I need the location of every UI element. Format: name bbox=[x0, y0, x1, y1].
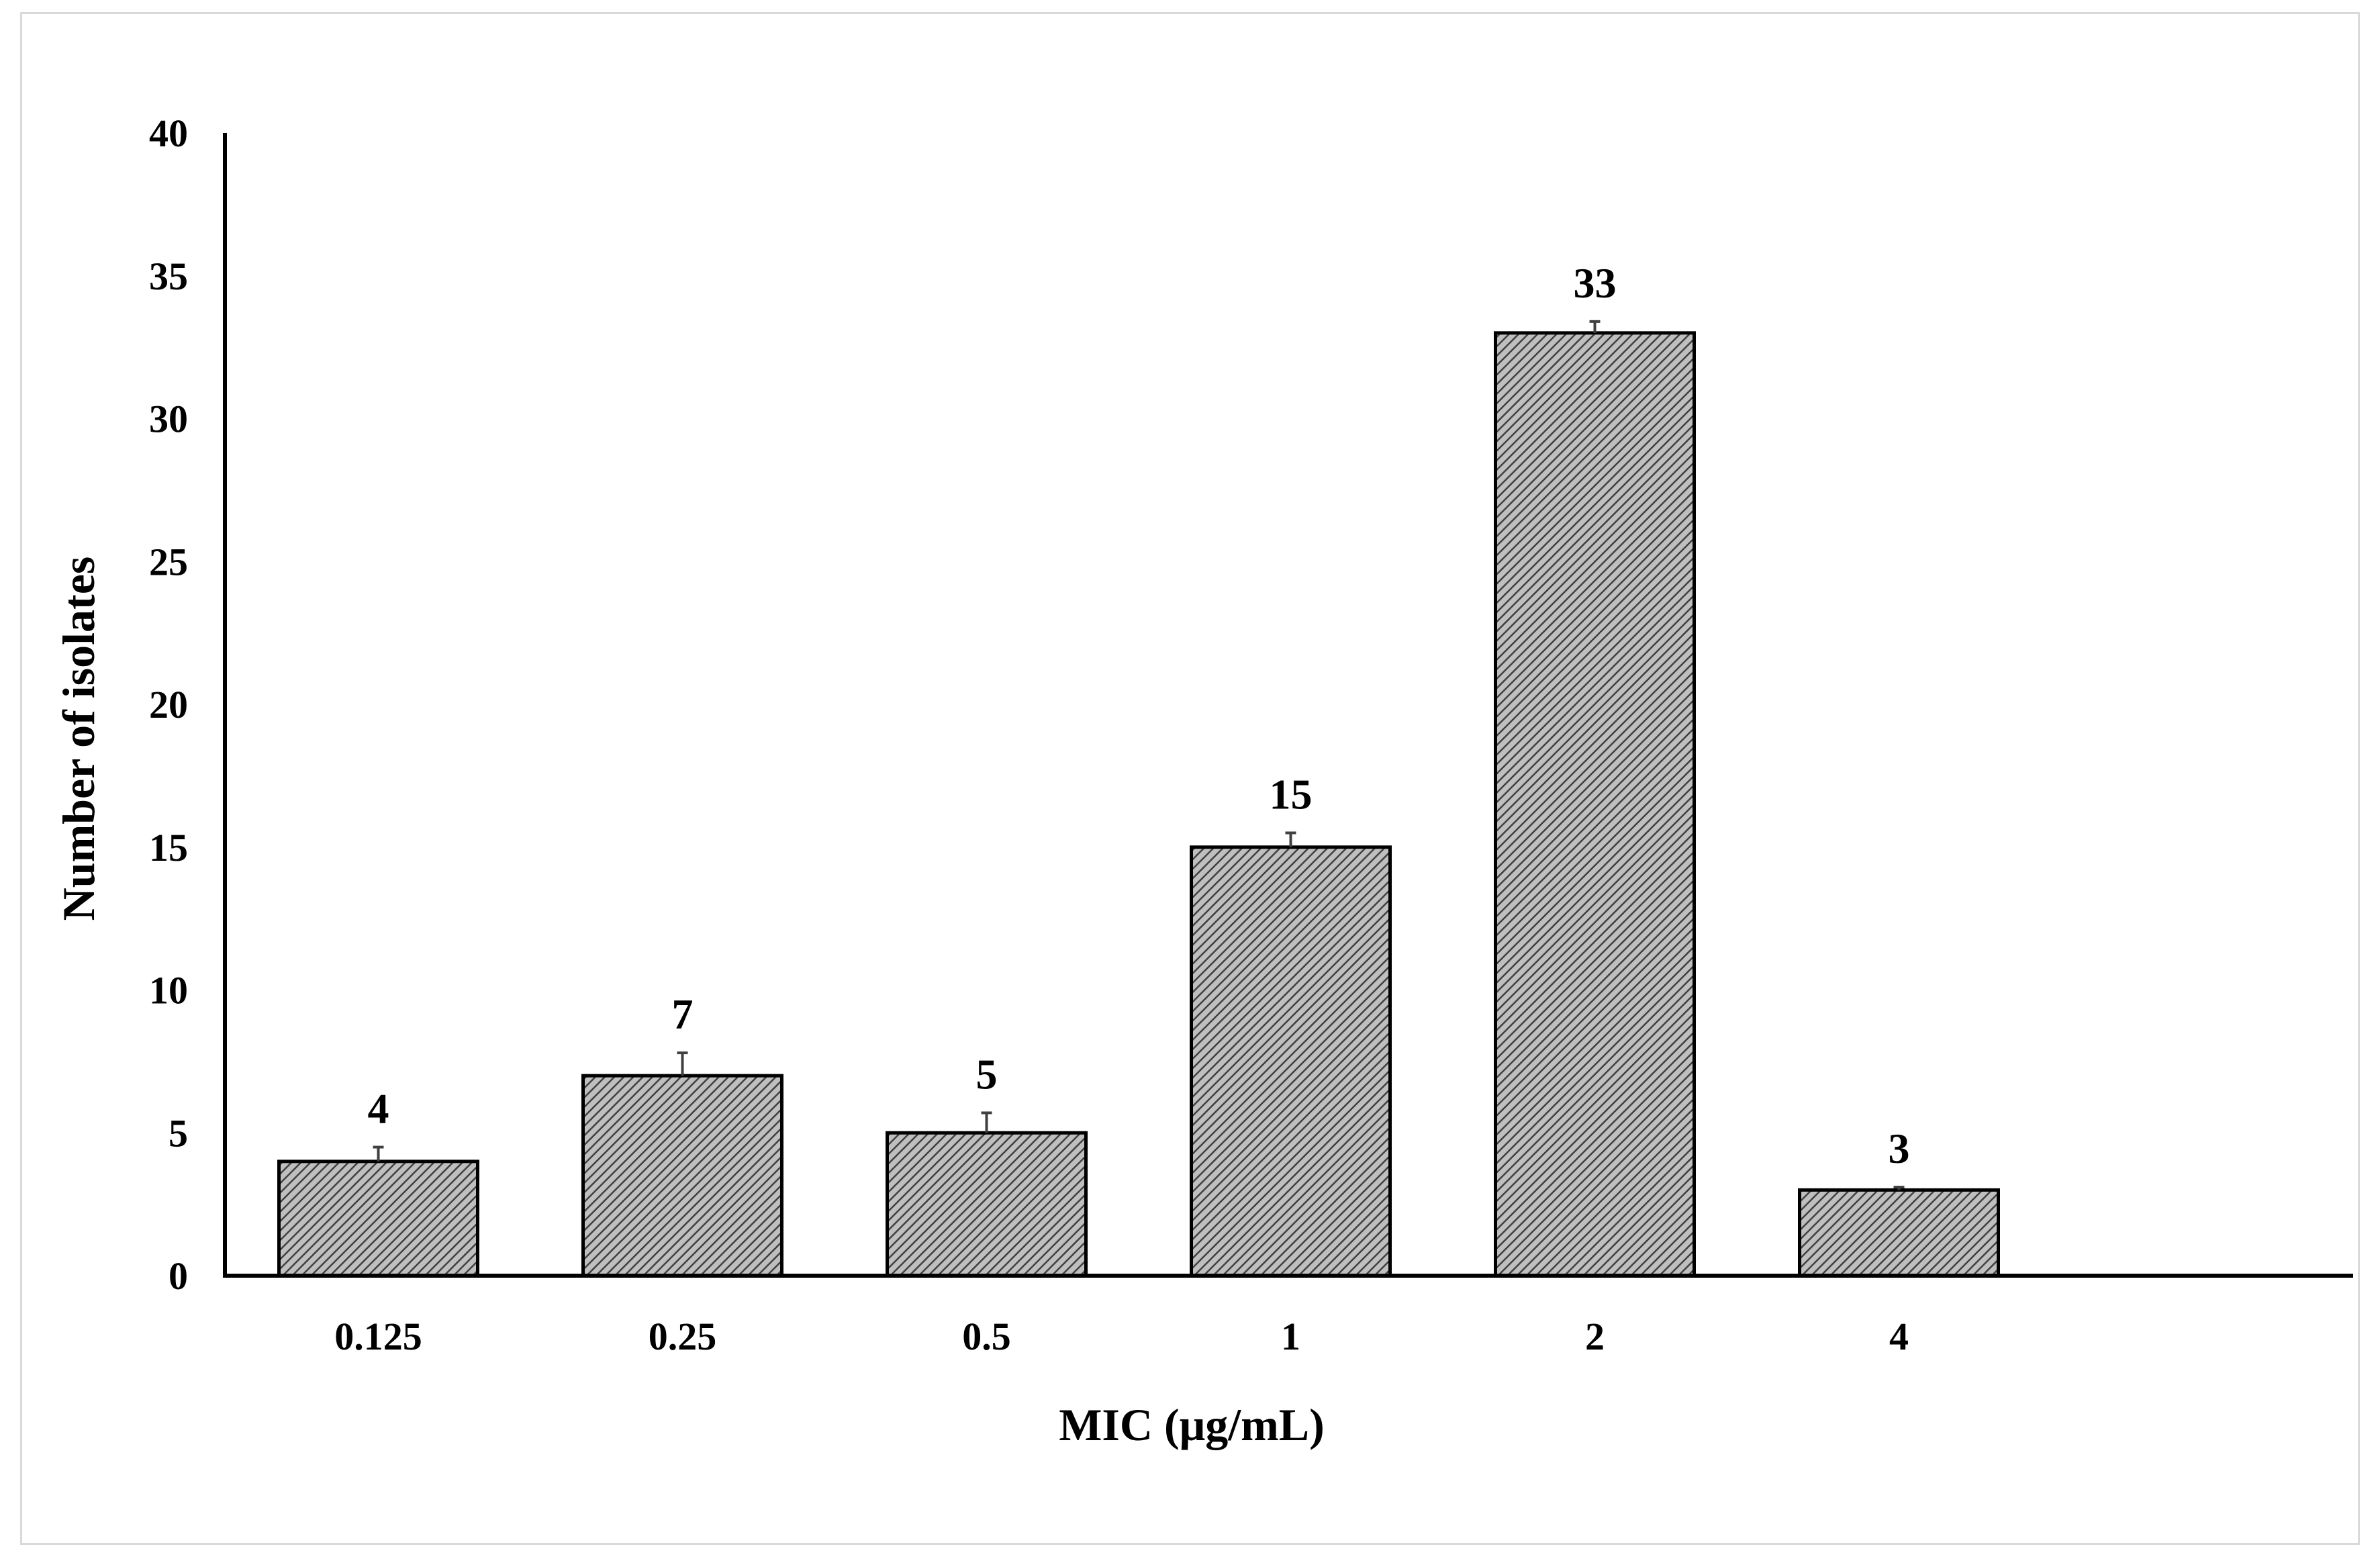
y-tick-label: 35 bbox=[149, 254, 188, 298]
error-bar bbox=[373, 1145, 384, 1162]
y-axis-tick-labels: 0 5 10 15 20 25 30 35 40 bbox=[149, 111, 188, 1298]
data-label: 3 bbox=[1889, 1125, 1910, 1172]
y-tick-label: 5 bbox=[169, 1111, 188, 1155]
bar bbox=[1190, 845, 1392, 1278]
bar bbox=[277, 1160, 479, 1278]
x-tick-label: 2 bbox=[1585, 1315, 1605, 1358]
error-bar bbox=[677, 1051, 688, 1076]
data-label: 33 bbox=[1574, 259, 1617, 307]
x-tick-label: 0.125 bbox=[334, 1315, 422, 1358]
data-label: 15 bbox=[1270, 770, 1313, 818]
x-tick-label: 4 bbox=[1889, 1315, 1909, 1358]
x-tick-label: 0.5 bbox=[962, 1315, 1011, 1358]
y-tick-label: 10 bbox=[149, 969, 188, 1012]
bar bbox=[1798, 1188, 2000, 1278]
x-tick-label: 0.25 bbox=[649, 1315, 717, 1358]
error-bar bbox=[981, 1111, 992, 1133]
y-tick-label: 40 bbox=[149, 111, 188, 155]
y-tick-label: 25 bbox=[149, 540, 188, 583]
y-tick-label: 15 bbox=[149, 826, 188, 869]
bars bbox=[277, 331, 2000, 1278]
data-label: 4 bbox=[368, 1085, 389, 1133]
chart-frame bbox=[20, 12, 2360, 1545]
bar bbox=[581, 1074, 783, 1278]
y-axis-title: Number of isolates bbox=[53, 557, 104, 921]
y-tick-label: 30 bbox=[149, 397, 188, 441]
x-axis-tick-labels: 0.125 0.25 0.5 1 2 4 bbox=[334, 1315, 1909, 1358]
bar bbox=[1494, 331, 1696, 1278]
data-label: 7 bbox=[672, 990, 694, 1038]
error-bar bbox=[1893, 1186, 1905, 1190]
bar bbox=[886, 1131, 1088, 1278]
error-bar bbox=[1285, 831, 1296, 847]
x-tick-label: 1 bbox=[1281, 1315, 1300, 1358]
error-bar bbox=[1589, 320, 1601, 333]
x-axis-title: MIC (μg/mL) bbox=[1059, 1399, 1324, 1450]
data-label: 5 bbox=[976, 1050, 998, 1098]
y-tick-label: 20 bbox=[149, 683, 188, 726]
error-bars bbox=[373, 320, 1905, 1190]
y-tick-label: 0 bbox=[169, 1254, 188, 1298]
